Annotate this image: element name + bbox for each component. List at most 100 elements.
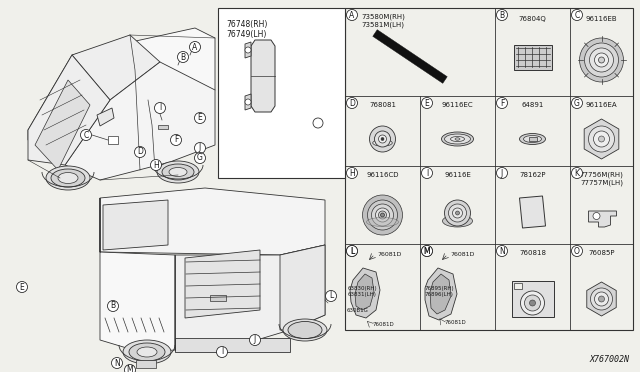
Text: F: F — [174, 135, 178, 144]
Circle shape — [497, 97, 508, 109]
Circle shape — [369, 126, 396, 152]
Circle shape — [216, 346, 227, 357]
Circle shape — [250, 334, 260, 346]
Circle shape — [598, 136, 605, 142]
Circle shape — [346, 10, 358, 20]
Text: O: O — [574, 247, 580, 256]
Bar — [345, 8, 633, 330]
Polygon shape — [355, 274, 374, 310]
Ellipse shape — [442, 132, 474, 146]
Circle shape — [381, 213, 385, 217]
Ellipse shape — [367, 218, 399, 227]
Bar — [210, 295, 226, 301]
Bar — [108, 136, 118, 144]
Polygon shape — [372, 30, 447, 83]
Circle shape — [593, 131, 609, 147]
Circle shape — [245, 47, 251, 53]
Circle shape — [195, 153, 205, 164]
Ellipse shape — [520, 134, 545, 144]
Text: 73580M(RH): 73580M(RH) — [361, 13, 405, 19]
Circle shape — [497, 167, 508, 179]
Text: B: B — [111, 301, 116, 311]
Bar — [513, 283, 522, 289]
Text: D: D — [137, 148, 143, 157]
Circle shape — [189, 42, 200, 52]
Circle shape — [362, 195, 403, 235]
Circle shape — [572, 97, 582, 109]
Circle shape — [572, 10, 582, 20]
Text: 78162P: 78162P — [519, 172, 546, 178]
Text: 76896(LH): 76896(LH) — [425, 292, 454, 297]
Text: M: M — [127, 366, 133, 372]
Text: 76081D: 76081D — [373, 322, 395, 327]
Circle shape — [449, 204, 467, 222]
Circle shape — [346, 246, 358, 257]
Text: E: E — [424, 99, 429, 108]
Polygon shape — [251, 40, 275, 112]
Text: B: B — [499, 10, 504, 19]
Circle shape — [134, 147, 145, 157]
Circle shape — [245, 99, 251, 105]
Circle shape — [108, 301, 118, 311]
Circle shape — [445, 200, 470, 226]
Ellipse shape — [283, 319, 327, 341]
Circle shape — [595, 53, 609, 67]
Text: C: C — [83, 131, 88, 140]
Circle shape — [598, 57, 605, 63]
Text: L: L — [350, 247, 354, 256]
Text: 76895(RH): 76895(RH) — [425, 286, 454, 291]
Polygon shape — [28, 28, 215, 140]
Circle shape — [595, 292, 609, 306]
Circle shape — [81, 129, 92, 141]
Circle shape — [150, 160, 161, 170]
Text: 630B1G: 630B1G — [347, 308, 369, 313]
Text: 96116EB: 96116EB — [586, 16, 618, 22]
Text: 96116E: 96116E — [444, 172, 471, 178]
Circle shape — [378, 135, 387, 143]
Text: N: N — [499, 247, 505, 256]
Circle shape — [177, 51, 189, 62]
Ellipse shape — [129, 343, 165, 361]
Polygon shape — [185, 250, 260, 318]
Ellipse shape — [58, 173, 78, 183]
Polygon shape — [97, 108, 114, 126]
Text: 77756M(RH): 77756M(RH) — [580, 172, 623, 179]
Text: 76081D: 76081D — [445, 320, 467, 325]
Text: H: H — [153, 160, 159, 170]
Text: K: K — [575, 169, 579, 177]
Circle shape — [313, 118, 323, 128]
Text: 63831(LH): 63831(LH) — [348, 292, 377, 297]
Text: L: L — [329, 292, 333, 301]
Bar — [511, 281, 554, 317]
Circle shape — [371, 204, 394, 226]
Circle shape — [591, 288, 612, 310]
Polygon shape — [280, 245, 325, 330]
Polygon shape — [430, 274, 451, 314]
Ellipse shape — [288, 321, 322, 339]
Bar — [158, 125, 168, 129]
Text: N: N — [114, 359, 120, 368]
Circle shape — [422, 167, 433, 179]
Circle shape — [589, 48, 614, 72]
Text: 76081D: 76081D — [377, 252, 401, 257]
Polygon shape — [589, 211, 616, 227]
Ellipse shape — [524, 135, 541, 142]
Circle shape — [456, 211, 460, 215]
Bar — [136, 360, 156, 368]
Circle shape — [346, 97, 358, 109]
Text: 76804Q: 76804Q — [518, 16, 547, 22]
Bar — [513, 45, 552, 70]
Circle shape — [497, 246, 508, 257]
Bar — [529, 137, 536, 141]
Text: F: F — [500, 99, 504, 108]
Circle shape — [422, 246, 433, 257]
Ellipse shape — [451, 137, 465, 141]
Text: 73581M(LH): 73581M(LH) — [361, 21, 404, 28]
Circle shape — [579, 38, 623, 82]
Text: L: L — [350, 247, 354, 256]
Circle shape — [572, 246, 582, 257]
Circle shape — [593, 212, 600, 219]
Polygon shape — [520, 196, 545, 228]
Ellipse shape — [372, 140, 392, 146]
Text: J: J — [199, 144, 201, 153]
